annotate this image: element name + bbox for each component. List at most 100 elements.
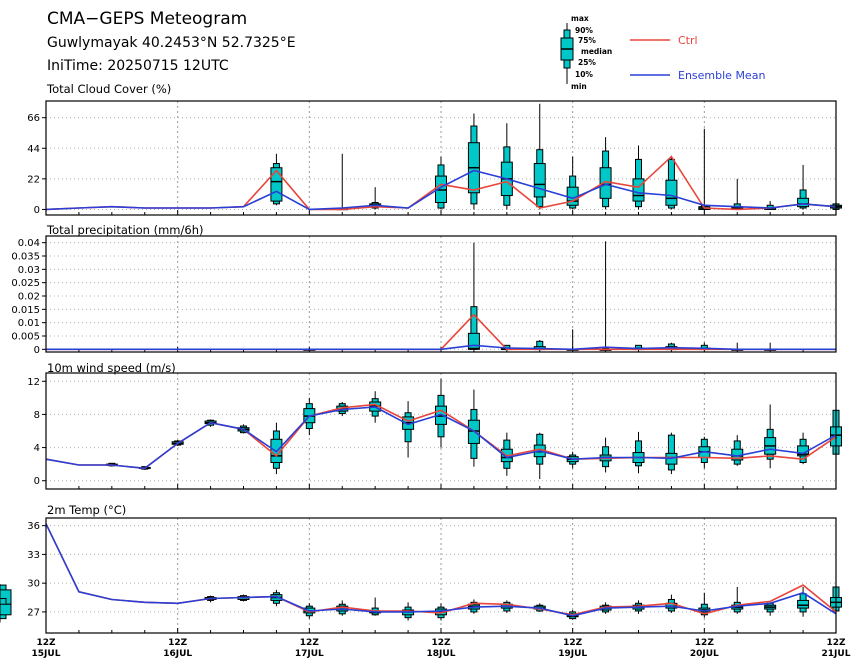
panel-2: 10m wind speed (m/s) 0 4 8 12 [27, 361, 842, 490]
panel-title: Total precipitation (mm/6h) [46, 223, 203, 237]
x-tick-hour: 12Z [36, 638, 56, 648]
box-iqr [797, 197, 810, 208]
y-tick-label: 0.035 [11, 252, 40, 263]
legend-label-90: 90% [575, 26, 593, 35]
x-tick-date: 16JUL [163, 649, 192, 659]
ensemble-box [632, 431, 645, 474]
location-label: Guwlymayak 40.2453°N 52.7325°E [47, 35, 296, 51]
ensemble-box [632, 145, 645, 210]
x-tick-date: 18JUL [427, 649, 456, 659]
ensemble-box [764, 602, 777, 616]
y-tick-label: 0.005 [11, 332, 40, 343]
box-p10-p90 [667, 434, 675, 471]
y-tick-label: 12 [27, 377, 40, 388]
x-tick-hour: 12Z [563, 638, 583, 648]
x-tick-hour: 12Z [695, 638, 715, 648]
init-time-label: IniTime: 20250715 12UTC [47, 58, 229, 74]
y-tick-label: 0.01 [18, 318, 40, 329]
x-tick-date: 15JUL [32, 649, 61, 659]
panel-frame [45, 100, 837, 216]
panel-1: Total precipitation (mm/6h) 0 0.005 0.01 0.0… [11, 223, 837, 356]
legend-box-p10 [563, 59, 571, 69]
y-tick-label: 0.02 [18, 292, 40, 303]
ensemble-box [467, 242, 480, 350]
y-tick-label: 22 [27, 174, 40, 185]
ensemble-box [599, 241, 612, 351]
panel-title: 2m Temp (°C) [47, 503, 126, 517]
ensemble-box [698, 128, 711, 210]
y-tick-label: 0 [34, 345, 40, 356]
y-tick-label: 0.025 [11, 278, 40, 289]
y-tick-label: 30 [27, 579, 40, 590]
x-tick-date: 21JUL [822, 649, 851, 659]
ensemble-box [402, 401, 415, 458]
ensemble-mean-line [45, 169, 837, 211]
x-tick-date: 17JUL [295, 649, 324, 659]
x-tick-date: 20JUL [690, 649, 719, 659]
x-tick-hour: 12Z [826, 638, 846, 648]
panel-frame [45, 235, 837, 353]
ensemble-box [435, 156, 447, 210]
ensemble-box [599, 137, 612, 210]
legend-mean-label: Ensemble Mean [678, 69, 765, 82]
legend-label-10: 10% [575, 70, 593, 79]
y-tick-label: 4 [34, 443, 40, 454]
legend-label-min: min [571, 82, 587, 91]
ensemble-box [665, 156, 678, 210]
ensemble-box [533, 432, 546, 480]
y-tick-label: 0 [34, 205, 40, 216]
y-tick-label: 0.03 [18, 265, 40, 276]
chart-title: CMA−GEPS Meteogram [47, 9, 247, 29]
ensemble-box [270, 153, 283, 206]
ensemble-box [731, 587, 744, 614]
x-tick-date: 19JUL [558, 649, 587, 659]
box-iqr [632, 178, 645, 202]
box-iqr [797, 599, 810, 609]
ensemble-box [533, 103, 546, 210]
panel-title: 10m wind speed (m/s) [47, 361, 176, 375]
ensemble-box [599, 437, 612, 473]
ensemble-mean-line [46, 344, 836, 351]
legend-label-median: median [581, 47, 612, 56]
legend-box-p90 [563, 29, 571, 39]
legend-ctrl-label: Ctrl [678, 34, 698, 47]
ensemble-box [336, 153, 349, 211]
ensemble-box [566, 329, 579, 351]
legend-label-max: max [571, 14, 589, 23]
panel-frame [45, 372, 837, 490]
box-iqr [270, 167, 283, 202]
ensemble-box [0, 593, 12, 623]
y-tick-label: 66 [27, 113, 40, 124]
panel-0: Total Cloud Cover (%) 0 22 44 66 [27, 82, 842, 216]
legend-label-25: 25% [578, 58, 596, 67]
box-iqr [0, 603, 12, 616]
box-iqr [533, 163, 546, 198]
ensemble-box [467, 113, 480, 210]
y-tick-label: 27 [27, 607, 40, 618]
panel-frame [45, 517, 837, 634]
box-iqr [467, 332, 480, 350]
ensemble-mean-line [45, 406, 837, 470]
y-tick-label: 0 [34, 476, 40, 487]
x-tick-hour: 12Z [168, 638, 188, 648]
legend: max 90% 75% median 25% 10% min Ctrl Ense… [560, 14, 765, 91]
ensemble-box [731, 178, 744, 210]
x-tick-hour: 12Z [300, 638, 320, 648]
ensemble-box [797, 164, 810, 210]
ensemble-box [665, 432, 678, 475]
ensemble-mean-line [45, 523, 837, 617]
ensemble-box [500, 123, 513, 210]
legend-label-75: 75% [578, 36, 596, 45]
panel-title: Total Cloud Cover (%) [46, 82, 171, 96]
y-tick-label: 8 [34, 410, 40, 421]
y-tick-label: 36 [27, 521, 40, 532]
box-iqr [665, 179, 678, 206]
y-tick-label: 44 [27, 144, 40, 155]
x-tick-hour: 12Z [431, 638, 451, 648]
y-tick-label: 0.04 [18, 238, 40, 249]
y-tick-label: 33 [27, 550, 40, 561]
ensemble-box [369, 597, 382, 616]
y-tick-label: 0.015 [11, 305, 40, 316]
panel-3: 2m Temp (°C) 27 30 33 36 [0, 503, 842, 634]
